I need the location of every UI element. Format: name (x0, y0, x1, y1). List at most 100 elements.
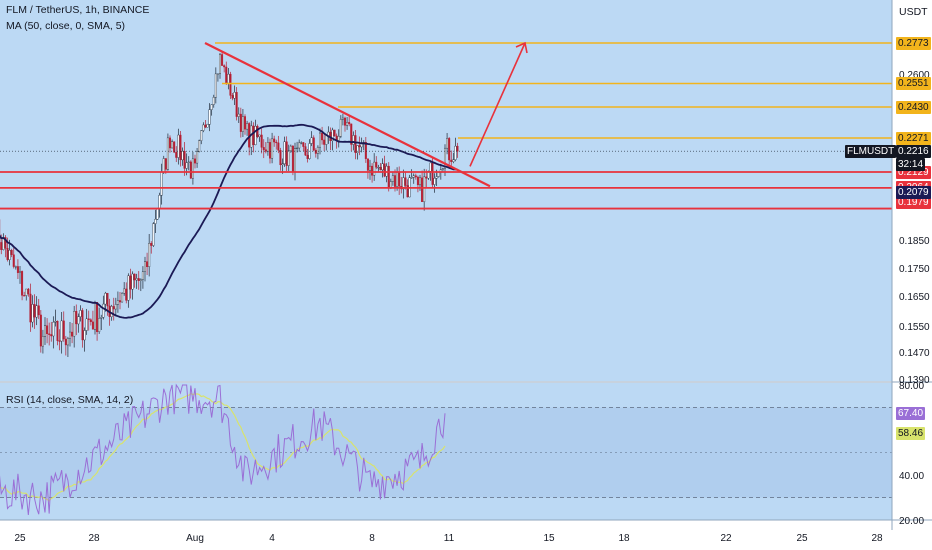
candle-body (206, 124, 209, 128)
candle-body (277, 142, 280, 151)
rsi-ma-line (0, 392, 446, 502)
candle-body (110, 306, 113, 317)
time-axis-tick: 25 (796, 533, 808, 544)
candle-body (394, 175, 397, 187)
candle-body (14, 266, 17, 268)
candle-body (0, 242, 3, 250)
candle-body (273, 138, 276, 143)
candle-body (19, 271, 22, 273)
candle-body (429, 162, 432, 172)
candle-body (296, 147, 299, 150)
candle-body (383, 163, 386, 177)
candle-body (233, 92, 236, 99)
candle-body (200, 130, 203, 141)
candle-body (437, 172, 440, 177)
candle-body (143, 261, 146, 272)
projection-arrow-head (515, 41, 528, 54)
candle-body (373, 161, 376, 176)
candle-body (54, 321, 57, 323)
candle-body (89, 319, 92, 323)
candle-body (123, 288, 126, 294)
candle-body (154, 218, 157, 224)
candle-body (35, 305, 38, 318)
candle-body (171, 141, 174, 149)
candle-body (214, 73, 217, 98)
candle-body (404, 177, 407, 186)
trendline (204, 42, 491, 188)
candle-body (91, 321, 94, 330)
candle-body (406, 185, 409, 198)
resistance-price-label: 0.2430 (896, 100, 931, 114)
candle-body (358, 145, 361, 148)
price-pane[interactable] (0, 0, 892, 381)
candle-body (269, 142, 272, 159)
candle-body (133, 273, 136, 281)
candle-body (31, 304, 34, 323)
candle-body (446, 138, 449, 149)
candle-body (160, 171, 163, 196)
candle-body (450, 159, 453, 162)
candle-body (44, 325, 47, 337)
support-price-label: 0.1979 (896, 196, 931, 210)
candle-body (375, 161, 378, 168)
candle-body (283, 141, 286, 165)
candle-body (300, 142, 303, 144)
candle-body (235, 92, 238, 117)
rsi-legend: RSI (14, close, SMA, 14, 2) (6, 394, 134, 406)
candle-body (96, 302, 99, 332)
candle-body (223, 65, 226, 68)
candle-body (321, 132, 324, 141)
candle-body (325, 135, 328, 145)
candle-body (191, 158, 194, 179)
candle-body (314, 149, 317, 154)
candle-body (79, 310, 82, 317)
currency-label: USDT (899, 6, 928, 18)
candle-body (164, 158, 167, 170)
candle-body (264, 149, 267, 152)
candle-body (166, 137, 169, 170)
candle-body (16, 266, 19, 273)
candle-body (64, 338, 67, 346)
candle-body (444, 147, 447, 169)
candle-body (114, 304, 117, 310)
candle-body (131, 273, 134, 290)
candle-body (125, 288, 128, 301)
ma-value-label: 0.2079 (896, 185, 931, 199)
candle-body (152, 223, 155, 246)
time-axis-tick: 8 (369, 533, 375, 544)
resistance-price-label: 0.2271 (896, 131, 931, 145)
candle-body (8, 249, 11, 260)
candle-body (185, 162, 188, 169)
candle-body (189, 161, 192, 179)
candle-body (39, 314, 42, 347)
rsi-pane[interactable] (0, 383, 892, 520)
candle-body (237, 113, 240, 117)
price-axis-tick: 0.1550 (899, 322, 930, 333)
candle-body (46, 325, 49, 335)
rsi-ma-value-label: 58.46 (896, 426, 926, 440)
candle-body (135, 278, 138, 281)
time-axis-tick: 18 (618, 533, 630, 544)
candle-body (352, 135, 355, 145)
candle-body (241, 116, 244, 132)
candle-body (258, 134, 261, 137)
candle-body (177, 134, 180, 158)
candle-body (193, 158, 196, 164)
candle-body (254, 126, 257, 146)
candle-body (341, 117, 344, 120)
candle-body (141, 271, 144, 280)
candle-body (175, 151, 178, 158)
candle-body (73, 311, 76, 337)
candle-body (116, 300, 119, 305)
price-axis-tick: 0.1750 (899, 264, 930, 275)
candle-body (48, 333, 51, 335)
candle-body (198, 140, 201, 152)
candle-body (452, 159, 455, 162)
candle-body (350, 123, 353, 145)
time-axis-tick: 25 (14, 533, 26, 544)
candle-body (187, 161, 190, 163)
candle-body (294, 148, 297, 173)
candle-body (356, 145, 359, 153)
candle-body (310, 137, 313, 144)
